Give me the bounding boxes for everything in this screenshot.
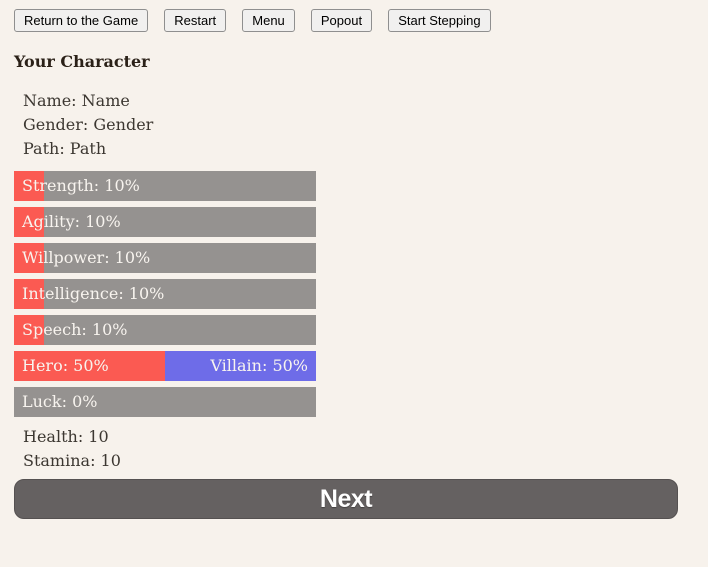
willpower-bar: Willpower: 10% [14, 243, 316, 273]
agility-bar-fill [14, 207, 45, 237]
hero-segment: Hero: 50% [14, 351, 165, 381]
intelligence-bar: Intelligence: 10% [14, 279, 316, 309]
luck-bar: Luck: 0% [14, 387, 316, 417]
character-gender: Gender: Gender [23, 115, 154, 134]
toolbar: Return to the Game Restart Menu Popout S… [14, 9, 694, 32]
willpower-bar-fill [14, 243, 45, 273]
start-stepping-button[interactable]: Start Stepping [388, 9, 491, 32]
villain-label: Villain: 50% [210, 356, 308, 375]
menu-button[interactable]: Menu [242, 9, 295, 32]
agility-bar: Agility: 10% [14, 207, 316, 237]
stat-bars: Strength: 10% Agility: 10% Willpower: 10… [14, 171, 694, 417]
strength-bar-fill [14, 171, 45, 201]
health-value: Health: 10 [23, 427, 109, 446]
restart-button[interactable]: Restart [164, 9, 227, 32]
next-button[interactable]: Next [14, 479, 678, 519]
strength-bar-label: Strength: 10% [22, 176, 140, 195]
page-title: Your Character [14, 52, 150, 71]
hero-label: Hero: 50% [22, 356, 109, 375]
hero-villain-bar: Hero: 50% Villain: 50% [14, 351, 316, 381]
vitals: Health: 10 Stamina: 10 [23, 425, 694, 473]
character-path: Path: Path [23, 139, 107, 158]
intelligence-bar-label: Intelligence: 10% [22, 284, 165, 303]
willpower-bar-label: Willpower: 10% [22, 248, 151, 267]
character-name: Name: Name [23, 91, 130, 110]
speech-bar-fill [14, 315, 45, 345]
speech-bar-label: Speech: 10% [22, 320, 128, 339]
intelligence-bar-fill [14, 279, 45, 309]
villain-segment: Villain: 50% [165, 351, 316, 381]
agility-bar-label: Agility: 10% [22, 212, 121, 231]
return-to-game-button[interactable]: Return to the Game [14, 9, 149, 32]
strength-bar: Strength: 10% [14, 171, 316, 201]
stamina-value: Stamina: 10 [23, 451, 121, 470]
speech-bar: Speech: 10% [14, 315, 316, 345]
popout-button[interactable]: Popout [310, 9, 373, 32]
luck-bar-label: Luck: 0% [22, 392, 98, 411]
character-info: Name: Name Gender: Gender Path: Path [23, 89, 694, 161]
